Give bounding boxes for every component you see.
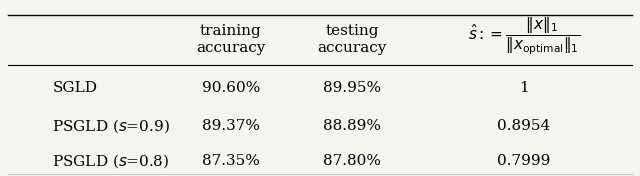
- Text: testing
accuracy: testing accuracy: [317, 24, 387, 55]
- Text: SGLD: SGLD: [52, 81, 97, 95]
- Text: 87.35%: 87.35%: [202, 154, 260, 168]
- Text: 89.37%: 89.37%: [202, 119, 260, 133]
- Text: PSGLD ($s$=0.8): PSGLD ($s$=0.8): [52, 152, 170, 170]
- Text: 0.8954: 0.8954: [497, 119, 550, 133]
- Text: 90.60%: 90.60%: [202, 81, 260, 95]
- Text: $\hat{s} := \dfrac{\|x\|_1}{\|x_{\mathrm{optimal}}\|_1}$: $\hat{s} := \dfrac{\|x\|_1}{\|x_{\mathrm…: [468, 15, 580, 57]
- Text: 0.7999: 0.7999: [497, 154, 550, 168]
- Text: PSGLD ($s$=0.9): PSGLD ($s$=0.9): [52, 117, 170, 135]
- Text: training
accuracy: training accuracy: [196, 24, 266, 55]
- Text: 87.80%: 87.80%: [323, 154, 381, 168]
- Text: 1: 1: [519, 81, 529, 95]
- Text: 88.89%: 88.89%: [323, 119, 381, 133]
- Text: 89.95%: 89.95%: [323, 81, 381, 95]
